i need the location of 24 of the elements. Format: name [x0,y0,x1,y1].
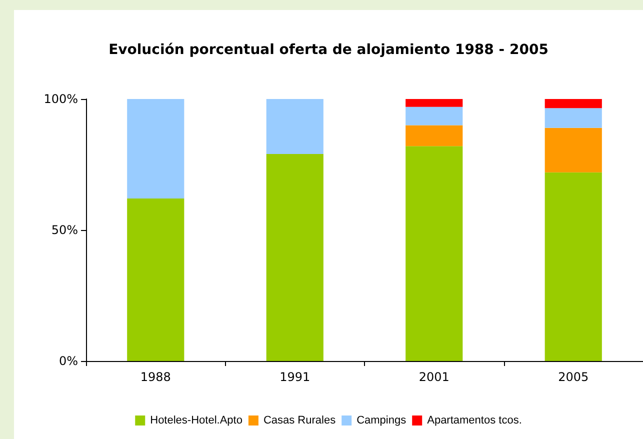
x-tick-label: 1988 [140,370,171,384]
bar [127,99,184,199]
bar [544,172,602,361]
bar [544,108,602,128]
y-tick-label: 50% [51,223,78,237]
legend-label: Apartamentos tcos. [427,414,522,426]
bar [406,146,463,361]
bar [544,99,602,108]
y-tick-label: 100% [44,92,78,106]
x-tick-label: 2001 [418,370,450,384]
bar [266,99,324,154]
bar [127,198,184,361]
bar [406,99,463,107]
legend-label: Campings [356,414,407,426]
x-tick-label: 2005 [558,370,589,384]
x-tick-label: 1991 [280,370,310,384]
bar [406,125,463,146]
bar [544,128,602,172]
legend-label: Hoteles-Hotel.Apto [150,414,242,426]
legend-label: Casas Rurales [263,414,336,426]
bar [266,154,324,361]
bar [406,106,463,126]
y-tick-label: 0% [58,354,78,368]
chart-title: Evolución porcentual oferta de alojamiento 1988 - 2005 [108,42,548,58]
